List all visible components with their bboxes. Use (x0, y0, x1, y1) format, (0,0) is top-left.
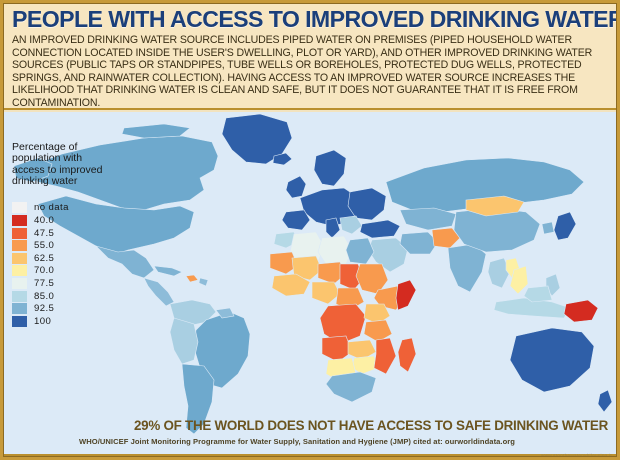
region-afghanistan (431, 227, 461, 249)
region-south-africa (325, 371, 377, 403)
legend-label: 70.0 (34, 265, 55, 277)
region-mozambique (373, 337, 397, 375)
world-map-svg (4, 112, 616, 456)
legend-label: 100 (34, 315, 52, 327)
region-italy (325, 217, 341, 239)
source-citation: WHO/UNICEF Joint Monitoring Programme fo… (79, 437, 515, 446)
legend-row: 92.5 (12, 302, 140, 315)
legend-swatch-77-5 (12, 277, 27, 289)
region-australia (509, 327, 595, 393)
legend-swatch-62-5 (12, 252, 27, 264)
legend-label: 77.5 (34, 277, 55, 289)
region-alaska (13, 157, 53, 183)
region-mauritania (269, 251, 299, 275)
page-title: PEOPLE WITH ACCESS TO IMPROVED DRINKING … (12, 6, 620, 32)
legend-row: 77.5 (12, 277, 140, 290)
headline-statistic: 29% OF THE WORLD DOES NOT HAVE ACCESS TO… (133, 418, 608, 433)
legend-row: 85.0 (12, 290, 140, 303)
region-peru-bolivia (169, 317, 199, 365)
region-scandinavia (313, 149, 347, 187)
header-panel: PEOPLE WITH ACCESS TO IMPROVED DRINKING … (4, 4, 620, 110)
region-uk-ireland (285, 175, 307, 199)
region-canada-arctic-isles (121, 123, 191, 139)
region-cuba (153, 265, 183, 277)
region-turkey (359, 219, 401, 239)
region-lesser-antilles (198, 277, 209, 287)
legend-swatch-70 (12, 265, 27, 277)
watermark-text: www.stopthewaterwhileusing.it (541, 453, 612, 458)
region-zambia (347, 339, 377, 361)
map-legend: Percentage of population with access to … (10, 141, 140, 328)
legend-swatch-85 (12, 290, 27, 302)
region-new-zealand (597, 389, 613, 413)
legend-swatch-47-5 (12, 227, 27, 239)
region-iran (399, 231, 439, 255)
legend-label: 40.0 (34, 215, 55, 227)
region-mali (291, 255, 323, 281)
region-korea (541, 221, 555, 235)
region-argentina-chile (181, 363, 215, 435)
world-map (4, 112, 616, 456)
legend-swatch-100 (12, 315, 27, 327)
region-myanmar-thailand (487, 257, 511, 289)
region-tanzania (363, 319, 393, 343)
legend-label: 62.5 (34, 252, 55, 264)
legend-title: Percentage of population with access to … (12, 141, 103, 188)
region-iberia (281, 209, 311, 231)
region-dr-congo (319, 303, 367, 345)
region-iceland (272, 152, 293, 166)
description-paragraph: AN IMPROVED DRINKING WATER SOURCE INCLUD… (12, 34, 593, 109)
legend-row: 62.5 (12, 252, 140, 265)
legend-label: 85.0 (34, 290, 55, 302)
legend-row: 100 (12, 315, 140, 328)
legend-entry-list: no data 40.0 47.5 55.0 62.5 70.0 (12, 202, 140, 328)
legend-label: 92.5 (34, 303, 55, 315)
legend-label: 47.5 (34, 227, 55, 239)
region-cambodia-vietnam (509, 265, 529, 295)
footer-divider (4, 454, 616, 456)
legend-label: no data (34, 202, 69, 214)
region-eastern-europe (347, 187, 387, 221)
region-nigeria (311, 281, 341, 305)
legend-swatch-55 (12, 240, 27, 252)
legend-row: 55.0 (12, 239, 140, 252)
legend-row: 40.0 (12, 214, 140, 227)
region-borneo (523, 285, 553, 303)
legend-swatch-92-5 (12, 303, 27, 315)
region-madagascar (397, 337, 417, 373)
region-west-africa-coast (271, 273, 311, 297)
region-somalia (395, 279, 417, 311)
country-shapes (13, 113, 613, 435)
legend-row: 47.5 (12, 227, 140, 240)
legend-label: 55.0 (34, 240, 55, 252)
legend-row: 70.0 (12, 265, 140, 278)
region-mongolia (465, 195, 525, 217)
legend-swatch-40 (12, 215, 27, 227)
region-guyanas (215, 307, 235, 319)
region-balkans (339, 215, 363, 235)
region-hispaniola-haiti (185, 274, 199, 283)
region-mexico (94, 245, 155, 279)
region-papua-new-guinea (563, 299, 599, 323)
legend-swatch-no-data (12, 202, 27, 214)
region-japan (553, 211, 577, 241)
legend-row: no data (12, 202, 140, 215)
region-angola (321, 335, 353, 363)
region-kazakhstan (399, 207, 457, 231)
region-united-states (37, 195, 195, 257)
